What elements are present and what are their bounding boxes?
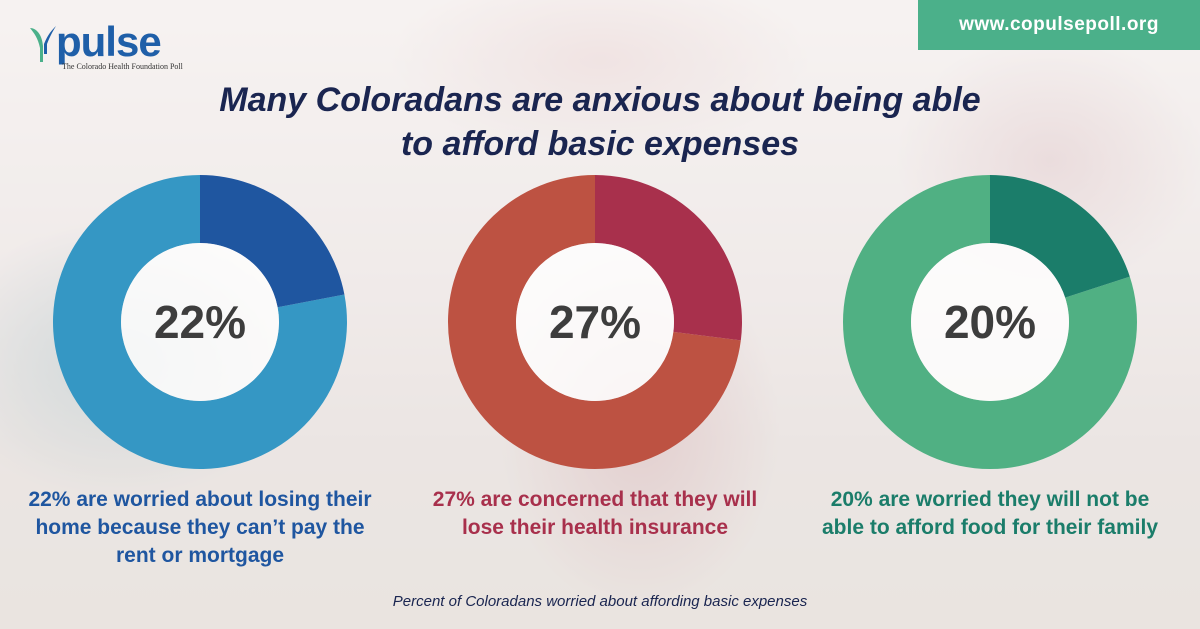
website-url: www.copulsepoll.org [959,14,1159,35]
chart-title: Many Coloradans are anxious about being … [219,81,981,163]
donut-svg-home [53,175,348,469]
donut-hole [516,243,674,401]
donut-value-segment [595,175,742,341]
donut-chart-food: 20% [840,172,1140,472]
donut-value-segment [990,175,1130,298]
donut-svg-insurance [448,175,742,469]
donut-center-label: 20% [943,296,1037,348]
donut-center-label: 22% [153,296,247,348]
donut-svg-food [842,175,1137,469]
donut-remainder-segment [448,175,741,469]
chart-footnote: Percent of Coloradans worried about affo… [392,593,808,610]
donut-chart-insurance: 27% [445,172,745,472]
logo-wordmark: pulse [56,18,162,65]
caption-food: 20% are worried they will not be able to… [821,488,1158,539]
donut-value-segment [200,175,345,308]
website-url-badge[interactable]: www.copulsepoll.org [918,0,1200,50]
caption-insurance: 27% are concerned that they will lose th… [432,488,758,539]
pulse-logo[interactable]: pulse The Colorado Health Foundation Pol… [26,18,196,74]
donut-hole [911,243,1069,401]
leaf-icon [30,26,56,62]
donut-remainder-segment [53,175,348,469]
donut-hole [121,243,279,401]
donut-chart-home: 22% [50,172,350,472]
donut-center-label: 27% [548,296,642,348]
logo-subtitle: The Colorado Health Foundation Poll [62,62,183,71]
donut-remainder-segment [842,175,1137,469]
caption-home: 22% are worried about losing their home … [28,488,372,567]
